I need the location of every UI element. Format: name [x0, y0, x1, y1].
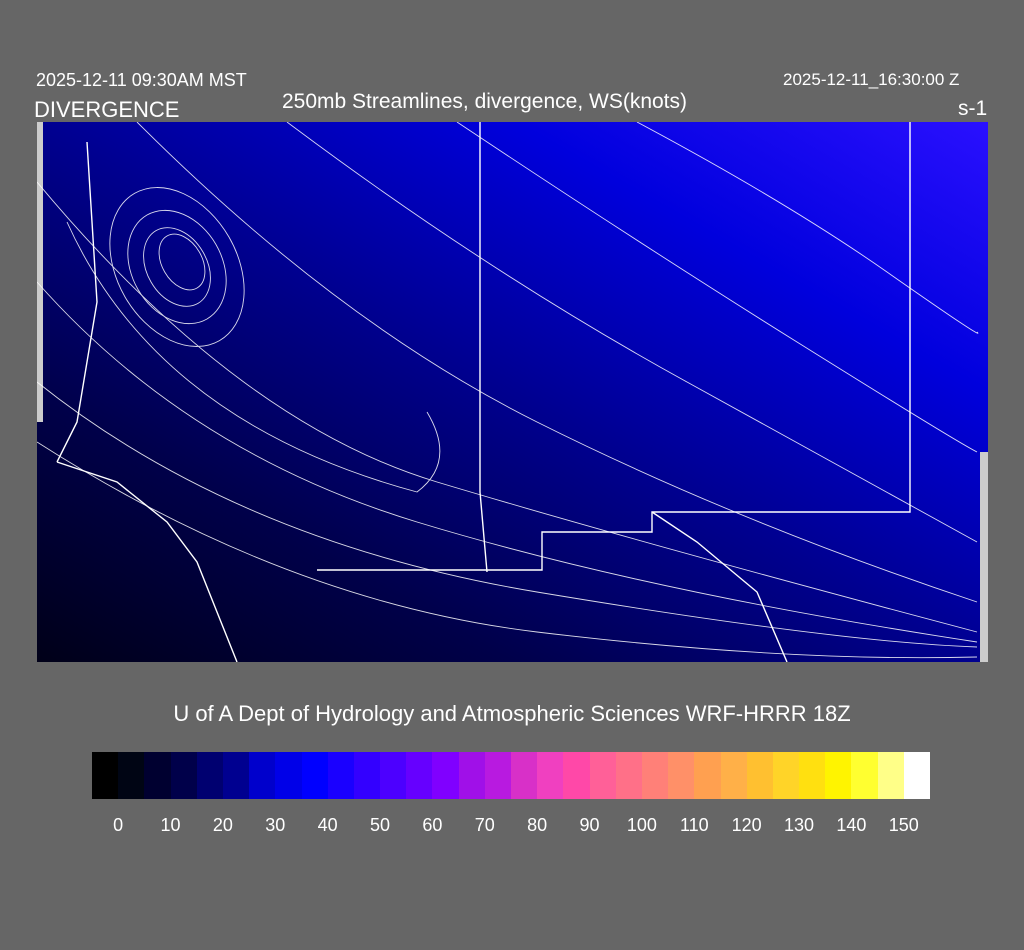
colorbar-swatch [275, 752, 302, 799]
state-borders [56, 122, 911, 662]
left-edge [37, 122, 43, 422]
colorbar [92, 752, 930, 799]
colorbar-swatch [144, 752, 171, 799]
colorbar-swatch [720, 752, 747, 799]
colorbar-swatch [380, 752, 407, 799]
colorbar-tick-label: 110 [679, 815, 709, 835]
colorbar-tick-label: 90 [579, 815, 600, 835]
colorbar-swatch [746, 752, 773, 799]
colorbar-swatch [432, 752, 459, 799]
right-edge [980, 452, 988, 662]
colorbar-swatch [406, 752, 433, 799]
field-label: DIVERGENCE [34, 97, 180, 122]
colorbar-tick-label: 70 [474, 815, 495, 835]
colorbar-swatch [327, 752, 354, 799]
colorbar-swatch [301, 752, 328, 799]
colorbar-swatch [825, 752, 852, 799]
colorbar-swatch [92, 752, 119, 799]
units-label: s-1 [958, 97, 988, 120]
colorbar-swatch [484, 752, 511, 799]
colorbar-tick-label: 150 [888, 815, 919, 835]
map-background [37, 122, 988, 662]
colorbar-swatch [668, 752, 695, 799]
colorbar-tick-label: 140 [836, 815, 867, 835]
colorbar-tick-label: 0 [113, 815, 124, 835]
colorbar-swatch [799, 752, 826, 799]
colorbar-swatch [537, 752, 564, 799]
colorbar-swatch [694, 752, 721, 799]
colorbar-swatch [222, 752, 250, 799]
colorbar-swatch [903, 752, 930, 799]
colorbar-swatch [563, 752, 590, 799]
weather-map [37, 122, 988, 662]
colorbar-swatch [851, 752, 878, 799]
colorbar-swatch [196, 752, 223, 799]
colorbar-swatch [511, 752, 538, 799]
colorbar-swatch [170, 752, 197, 799]
colorbar-tick-label: 50 [370, 815, 391, 835]
colorbar-swatch [353, 752, 381, 799]
colorbar-ticks: 0 10 20 30 40 50 60 70 80 90 100 110 120 130 140 150 [0, 815, 1024, 839]
utc-time: 2025-12-11_16:30:00 Z [783, 70, 960, 89]
colorbar-swatch [589, 752, 616, 799]
colorbar-tick-label: 10 [160, 815, 181, 835]
colorbar-swatch [615, 752, 642, 799]
colorbar-swatch [877, 752, 904, 799]
credit: U of A Dept of Hydrology and Atmospheric… [173, 701, 851, 726]
colorbar-tick-label: 60 [422, 815, 443, 835]
colorbar-tick-label: 40 [317, 815, 338, 835]
colorbar-tick-label: 30 [265, 815, 286, 835]
colorbar-tick-label: 80 [527, 815, 548, 835]
colorbar-swatch [772, 752, 800, 799]
colorbar-tick-label: 20 [212, 815, 233, 835]
colorbar-swatch [458, 752, 485, 799]
streamlines [37, 122, 979, 659]
colorbar-tick-label: 100 [626, 815, 657, 835]
colorbar-tick-label: 130 [784, 815, 815, 835]
map-title: 250mb Streamlines, divergence, WS(knots) [282, 90, 687, 113]
colorbar-swatch [249, 752, 276, 799]
colorbar-tick-label: 120 [731, 815, 762, 835]
local-time: 2025-12-11 09:30AM MST [36, 70, 247, 90]
colorbar-swatch [641, 752, 669, 799]
colorbar-swatch [118, 752, 145, 799]
